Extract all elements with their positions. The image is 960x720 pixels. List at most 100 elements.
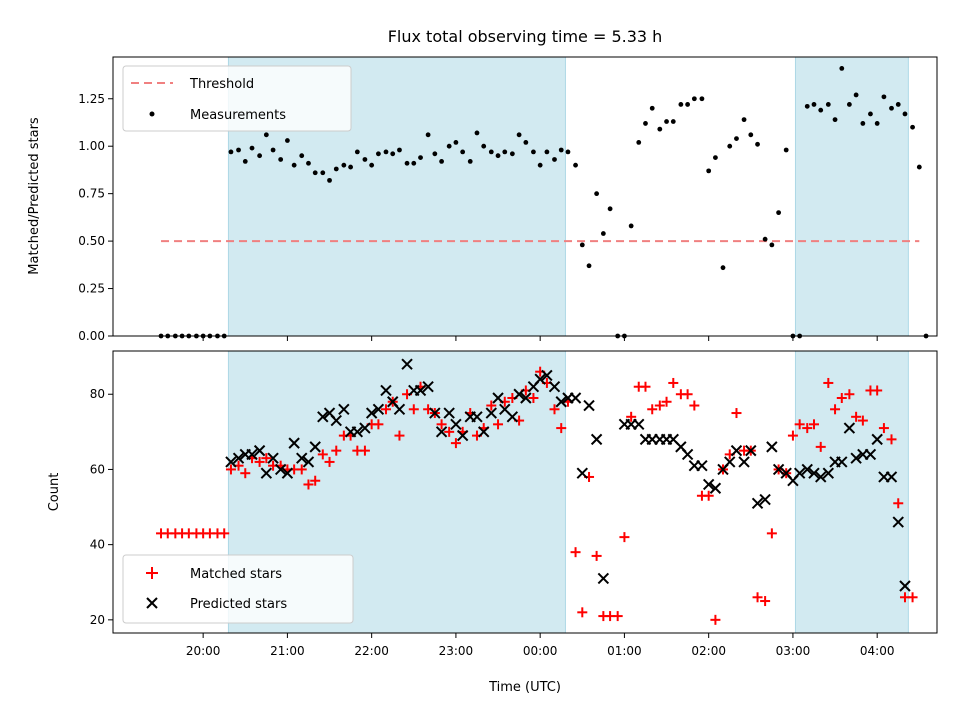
legend-matched-label: Matched stars	[190, 567, 282, 582]
measurement-point-17	[278, 157, 284, 162]
predicted-point-38	[492, 392, 504, 404]
top-x-axis	[202, 336, 878, 341]
measurement-point-25	[333, 166, 339, 172]
matched-point-71	[654, 400, 665, 411]
legend-threshold-label: Threshold	[189, 77, 254, 92]
predicted-point-83	[822, 467, 835, 479]
measurement-point-93	[811, 102, 817, 107]
predicted-point-76	[772, 463, 785, 476]
matched-point-76	[689, 400, 700, 411]
predicted-point-85	[836, 456, 848, 468]
x-tick-label-0: 20:00	[186, 644, 221, 658]
measurement-point-10	[228, 149, 234, 155]
top-y-tick-label-3: 0.75	[78, 187, 105, 201]
predicted-point-20	[365, 407, 378, 419]
measurement-point-24	[327, 177, 332, 183]
measurement-point-40	[439, 158, 444, 164]
predicted-point-92	[885, 471, 898, 483]
measurement-point-64	[607, 206, 613, 212]
matched-point-14	[254, 456, 265, 467]
measurement-point-99	[853, 92, 859, 98]
matched-point-96	[830, 404, 841, 415]
matched-point-32	[380, 404, 391, 415]
matched-point-24	[324, 456, 335, 467]
matched-point-98	[844, 389, 855, 400]
predicted-point-69	[724, 456, 736, 468]
measurement-point-98	[846, 102, 852, 107]
predicted-point-53	[597, 572, 610, 585]
measurement-point-58	[565, 149, 571, 155]
bottom-y-tick-label-1: 40	[90, 538, 105, 552]
matched-point-31	[373, 419, 384, 430]
matched-stars-series	[156, 366, 918, 625]
predicted-point-75	[766, 441, 778, 453]
bottom-panel: 20 40 60 80 20:00 21:00 22:00 23:00 00:00 01:00 0…	[47, 350, 938, 695]
matched-point-100	[857, 415, 868, 426]
measurement-point-89	[783, 147, 789, 153]
predicted-point-8	[281, 467, 294, 479]
measurement-point-107	[910, 124, 915, 130]
bottom-y-tick-label-2: 60	[90, 462, 105, 476]
top-y-tick-label-5: 1.25	[78, 92, 105, 106]
matched-point-103	[878, 423, 889, 434]
predicted-point-29	[429, 407, 441, 419]
measurement-point-16	[270, 147, 276, 153]
measurement-point-70	[649, 105, 655, 111]
predicted-point-73	[751, 497, 764, 509]
measurement-point-76	[691, 96, 697, 102]
predicted-point-46	[548, 381, 561, 393]
predicted-point-25	[401, 358, 413, 370]
measurement-point-83	[741, 117, 747, 123]
matched-point-53	[528, 393, 539, 403]
measurement-point-68	[636, 140, 642, 145]
chart-title: Flux total observing time = 5.33 h	[388, 27, 663, 46]
predicted-point-7	[274, 463, 287, 476]
measurement-point-27	[348, 164, 353, 170]
matched-point-41	[444, 426, 455, 437]
predicted-point-31	[443, 407, 455, 419]
measurement-point-60	[579, 242, 585, 248]
top-y-axis: 0.00 0.25 0.50 0.75 1.00 1.25	[78, 92, 113, 343]
matched-point-47	[486, 400, 497, 411]
legend-matched-swatch	[146, 567, 158, 579]
matched-point-95	[823, 377, 834, 388]
predicted-point-40	[506, 411, 519, 423]
matched-point-70	[647, 404, 658, 415]
measurement-point-57	[558, 147, 564, 153]
predicted-point-12	[309, 441, 321, 453]
predicted-point-74	[759, 493, 771, 506]
matched-point-21	[303, 479, 314, 490]
predicted-point-94	[899, 580, 911, 592]
matched-point-65	[612, 611, 623, 622]
top-y-tick-label-0: 0.00	[78, 329, 105, 343]
predicted-point-37	[485, 407, 498, 419]
predicted-point-71	[738, 456, 750, 468]
predicted-point-5	[260, 467, 273, 479]
predicted-point-11	[302, 456, 315, 468]
measurement-point-95	[825, 102, 831, 107]
predicted-point-82	[815, 471, 827, 483]
matched-point-42	[450, 438, 461, 449]
predicted-point-50	[576, 467, 588, 479]
predicted-point-13	[317, 411, 329, 423]
bottom-x-axis: 20:00 21:00 22:00 23:00 00:00 01:00 02:00 03:00…	[186, 633, 894, 658]
matched-point-102	[872, 385, 883, 396]
measurement-point-97	[839, 65, 845, 71]
measurement-point-103	[881, 94, 887, 100]
bottom-legend: Matched stars Predicted stars	[122, 554, 354, 624]
legend-measurements-label: Measurements	[190, 108, 286, 123]
predicted-point-16	[338, 403, 350, 415]
predicted-point-19	[359, 422, 371, 434]
measurement-point-67	[628, 223, 634, 229]
predicted-point-36	[478, 426, 490, 438]
matched-point-59	[570, 547, 581, 558]
measurement-point-79	[713, 155, 718, 160]
measurement-point-46	[481, 143, 487, 149]
measurement-point-50	[509, 151, 515, 157]
measurement-point-106	[902, 111, 908, 117]
measurement-point-47	[488, 149, 494, 155]
measurement-point-105	[895, 102, 901, 107]
measurement-point-63	[600, 231, 606, 236]
measurement-point-49	[502, 149, 508, 155]
top-y-axis-title: Matched/Predicted stars	[27, 117, 42, 275]
